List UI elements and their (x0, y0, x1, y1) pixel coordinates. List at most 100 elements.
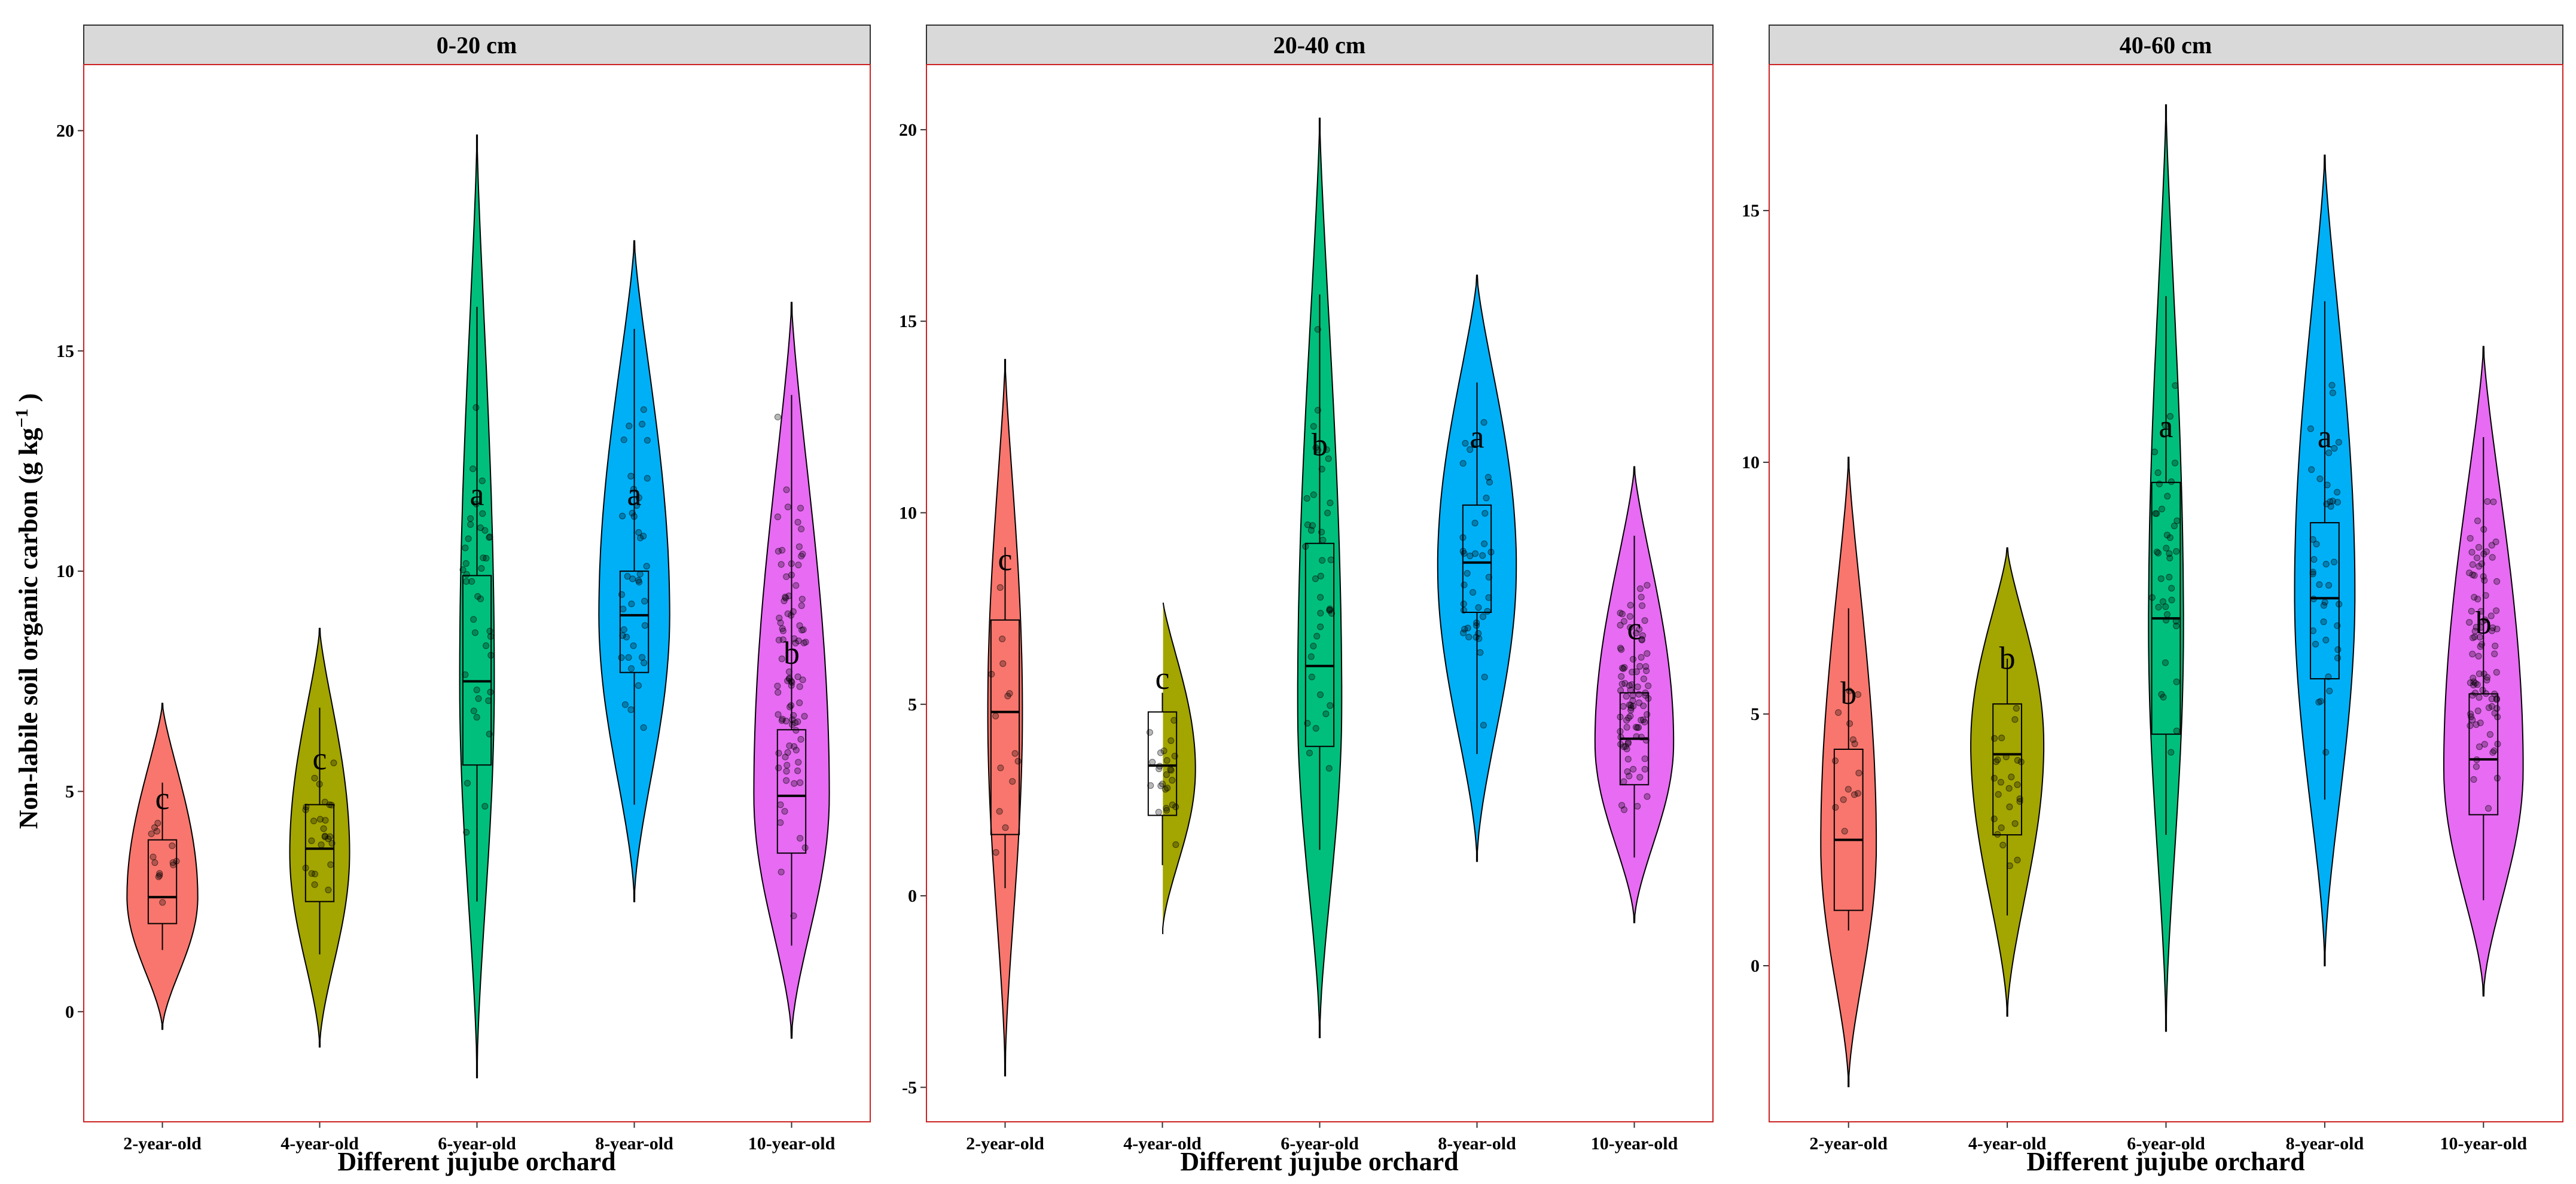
data-point (1627, 602, 1634, 609)
data-point (618, 591, 625, 598)
data-point (1638, 654, 1645, 661)
data-point (1851, 791, 1858, 798)
data-point (1460, 600, 1467, 608)
violin-4-year-old (1970, 547, 2045, 1017)
data-point (774, 682, 781, 689)
panel-strip-title: 40-60 cm (2120, 32, 2212, 59)
violin-6-year-old (459, 134, 495, 1079)
data-point (473, 686, 480, 694)
data-point (2334, 646, 2342, 653)
data-point (1640, 675, 1647, 682)
data-point (328, 801, 335, 808)
data-point (2493, 669, 2500, 676)
data-point (2477, 719, 2484, 727)
data-point (1317, 594, 1324, 601)
data-point (1325, 455, 1332, 462)
data-point (779, 627, 786, 634)
x-tick-label: 4-year-old (1968, 1134, 2047, 1154)
data-point (795, 543, 803, 550)
data-point (2474, 517, 2481, 524)
data-point (1460, 629, 1467, 636)
data-point (2492, 642, 2499, 649)
data-point (2166, 573, 2173, 581)
data-point (2017, 758, 2025, 765)
data-point (1485, 594, 1492, 601)
data-point (2490, 747, 2498, 754)
data-point (792, 746, 800, 753)
data-point (1997, 779, 2004, 786)
data-point (1644, 582, 1651, 589)
data-point (1855, 770, 1862, 777)
data-point (1630, 765, 1637, 773)
data-point (2160, 598, 2166, 605)
data-point (464, 780, 471, 787)
y-tick-label: 5 (65, 782, 74, 802)
data-point (1302, 543, 1309, 550)
data-point (1009, 778, 1016, 785)
data-point (2482, 592, 2489, 599)
panel-0-20cm: 0-20 cm 0 5 10 15 20 c 2-year-old c 4-year-old a 6… (56, 25, 871, 1176)
data-point (2493, 774, 2501, 782)
data-point (2481, 577, 2488, 584)
y-axis-title-main: Non-labile soil organic carbon (g kg (14, 428, 43, 829)
data-point (478, 477, 486, 484)
x-tick-label: 4-year-old (1123, 1134, 1202, 1154)
data-point (792, 727, 800, 734)
data-point (2167, 413, 2173, 420)
data-point (1840, 796, 1847, 803)
x-tick-label: 10-year-old (1591, 1134, 1678, 1154)
data-point (1841, 828, 1848, 835)
data-point (1323, 446, 1330, 453)
data-point (2163, 545, 2170, 552)
data-point (1169, 801, 1176, 808)
data-point (1327, 702, 1334, 709)
data-point (2308, 466, 2315, 473)
data-point (2011, 820, 2019, 827)
panel-frame (1769, 64, 2563, 1122)
panel-plot: 0 5 10 15 b 2-year-old b 4-year-old a 6-year-old a… (1742, 104, 2527, 1154)
y-tick-label: 10 (899, 503, 917, 523)
data-point (2006, 803, 2013, 810)
data-point (2490, 498, 2497, 505)
data-point (1317, 572, 1324, 579)
data-point (1639, 632, 1646, 639)
data-point (1475, 604, 1482, 611)
significance-letter: a (2318, 419, 2332, 454)
data-point (467, 515, 474, 522)
data-point (1461, 581, 1468, 588)
data-point (156, 870, 163, 877)
data-point (1318, 466, 1325, 472)
data-point (635, 577, 642, 584)
data-point (311, 881, 318, 888)
data-point (635, 682, 642, 689)
data-point (779, 547, 786, 554)
data-point (477, 524, 484, 531)
data-point (325, 886, 332, 893)
data-point (797, 835, 804, 842)
data-point (1483, 495, 1490, 502)
data-point (643, 563, 650, 570)
data-point (2476, 563, 2483, 570)
y-tick-label: 10 (56, 562, 74, 581)
data-point (1623, 693, 1630, 700)
data-point (1014, 758, 1022, 765)
data-point (1149, 759, 1156, 765)
data-point (2335, 439, 2342, 446)
data-point (1307, 527, 1315, 534)
data-point (481, 802, 489, 810)
data-point (1167, 737, 1175, 744)
violin-8-year-old (2294, 154, 2356, 966)
significance-letter: b (1312, 426, 1328, 462)
significance-letter: a (1470, 419, 1484, 455)
data-point (1634, 683, 1641, 691)
data-point (1637, 585, 1644, 592)
data-point (1326, 606, 1333, 614)
data-point (788, 678, 795, 685)
data-point (2327, 498, 2334, 505)
data-point (796, 699, 803, 706)
data-point (1639, 602, 1646, 609)
data-point (321, 832, 328, 840)
panel-frame (83, 64, 871, 1122)
box-4-year-old (304, 804, 335, 902)
